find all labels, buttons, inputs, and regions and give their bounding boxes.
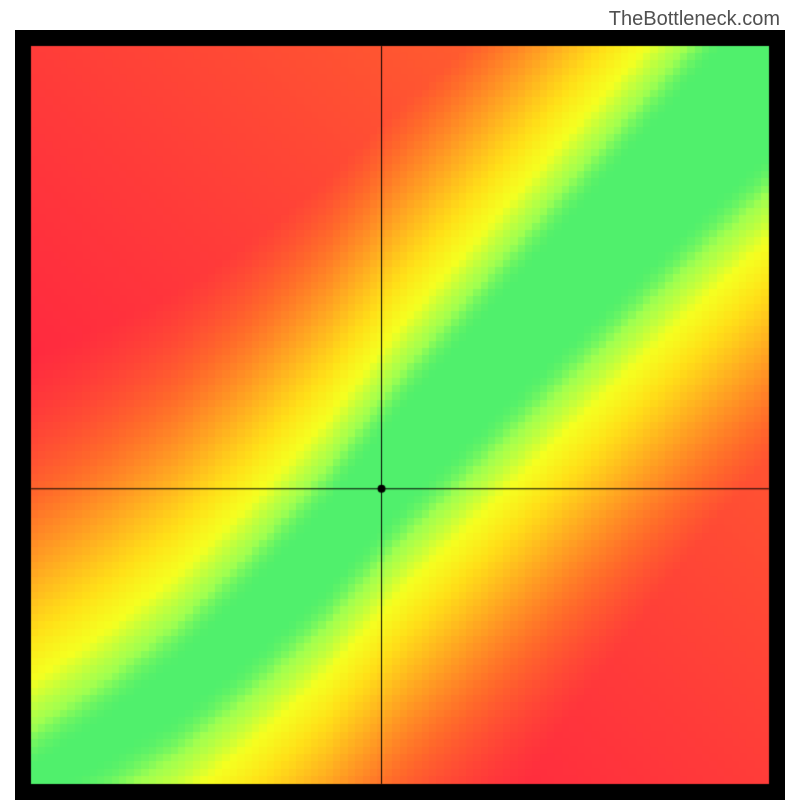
watermark-text: TheBottleneck.com: [609, 8, 780, 31]
bottleneck-heatmap: [15, 30, 785, 800]
crosshair-overlay: [15, 30, 785, 800]
